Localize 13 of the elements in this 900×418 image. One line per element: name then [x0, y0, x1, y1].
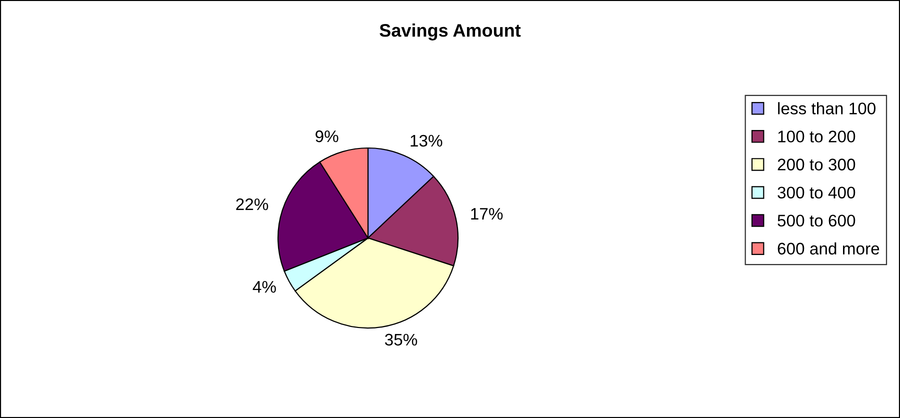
- legend-label: 200 to 300: [778, 158, 856, 170]
- legend-label: 500 to 600: [778, 214, 856, 227]
- chart-title: Savings Amount: [380, 24, 521, 40]
- legend-label: less than 100: [778, 102, 876, 114]
- data-label: 35%: [384, 334, 418, 346]
- legend-label: 100 to 200: [778, 130, 856, 142]
- data-label: 22%: [236, 198, 268, 210]
- legend-label: 600 and more: [778, 242, 880, 255]
- legend-label: 300 to 400: [778, 186, 856, 198]
- data-label: 13%: [410, 134, 442, 147]
- data-label: 17%: [471, 208, 503, 220]
- data-label: 9%: [316, 130, 338, 142]
- data-label: 4%: [252, 281, 276, 293]
